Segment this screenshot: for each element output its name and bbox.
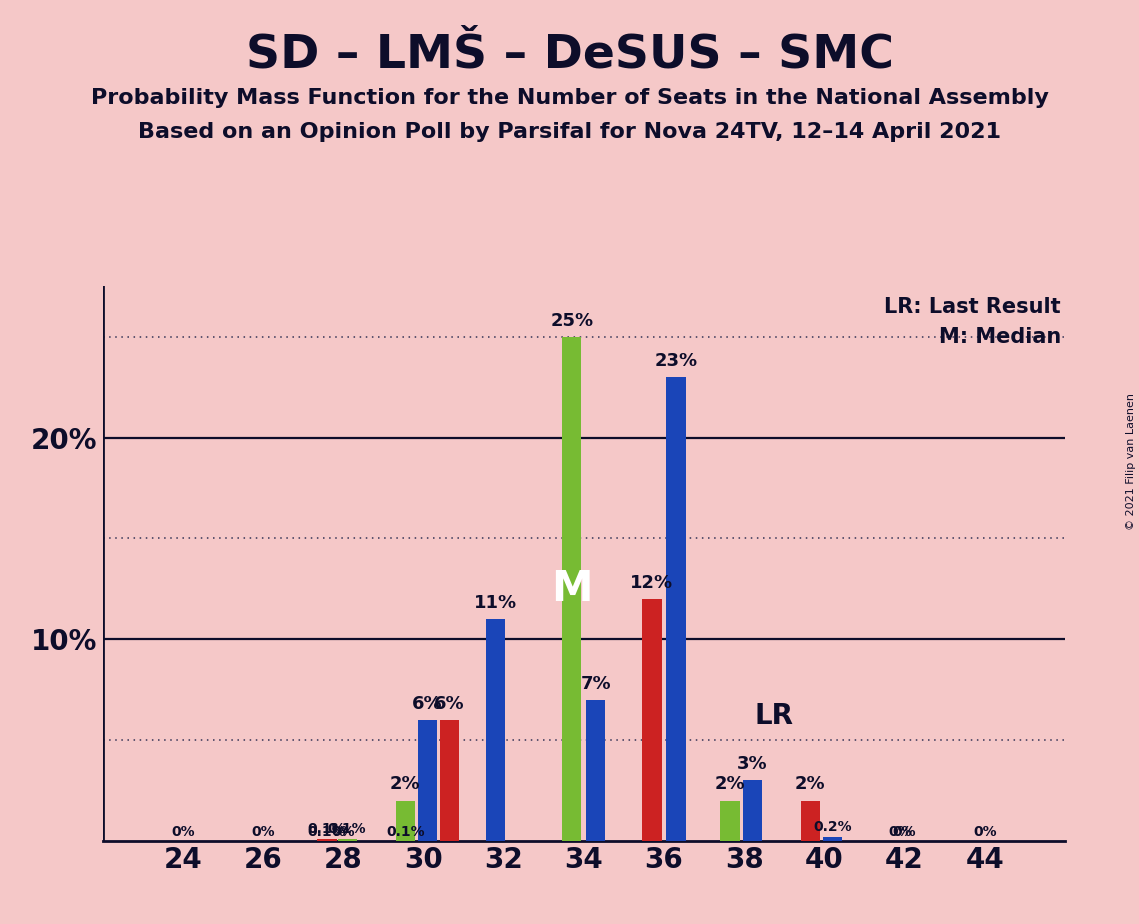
Text: 0%: 0% [331,825,355,839]
Bar [587,699,606,841]
Text: 0.2%: 0.2% [813,820,852,833]
Text: Probability Mass Function for the Number of Seats in the National Assembly: Probability Mass Function for the Number… [91,88,1048,108]
Bar [721,800,739,841]
Bar [743,781,762,841]
Bar [418,720,437,841]
Text: 6%: 6% [412,695,443,712]
Bar [666,377,686,841]
Bar [801,800,820,841]
Bar [562,337,581,841]
Text: 23%: 23% [655,352,697,371]
Text: 12%: 12% [630,574,673,592]
Text: LR: Last Result: LR: Last Result [884,297,1060,317]
Bar [440,720,459,841]
Text: 2%: 2% [390,775,420,794]
Text: 0.1%: 0.1% [308,825,346,839]
Bar [318,839,337,841]
Bar [486,619,505,841]
Bar [822,837,842,841]
Text: 2%: 2% [795,775,826,794]
Text: 0%: 0% [171,825,195,839]
Text: 0.1%: 0.1% [308,821,346,836]
Text: 7%: 7% [581,675,612,693]
Text: 0%: 0% [973,825,997,839]
Bar [395,800,415,841]
Bar [642,599,662,841]
Text: © 2021 Filip van Laenen: © 2021 Filip van Laenen [1126,394,1136,530]
Text: M: Median: M: Median [939,327,1060,346]
Text: M: M [551,568,592,610]
Text: LR: LR [754,702,793,730]
Text: SD – LMŠ – DeSUS – SMC: SD – LMŠ – DeSUS – SMC [246,32,893,78]
Text: 0.1%: 0.1% [328,821,367,836]
Text: 11%: 11% [474,594,517,612]
Text: 0%: 0% [888,825,912,839]
Text: 2%: 2% [715,775,745,794]
Text: 3%: 3% [737,755,768,773]
Bar [337,839,357,841]
Text: 0%: 0% [251,825,274,839]
Text: Based on an Opinion Poll by Parsifal for Nova 24TV, 12–14 April 2021: Based on an Opinion Poll by Parsifal for… [138,122,1001,142]
Text: 0%: 0% [893,825,917,839]
Text: 25%: 25% [550,311,593,330]
Text: 0.1%: 0.1% [386,825,425,839]
Text: 6%: 6% [434,695,465,712]
